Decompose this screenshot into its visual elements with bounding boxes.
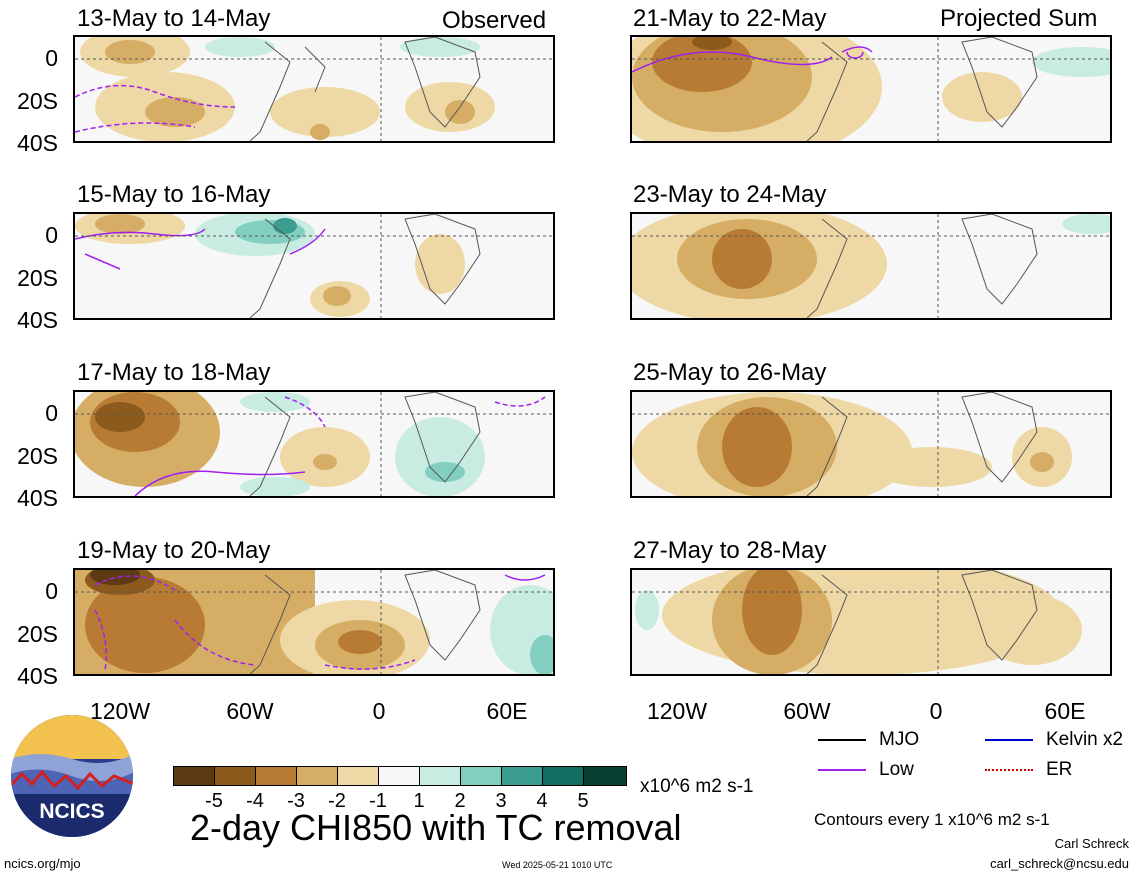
legend-swatch-er <box>985 769 1033 771</box>
legend-label: ER <box>1046 759 1073 780</box>
y-label: 40S <box>17 485 58 511</box>
map-panel-1 <box>73 35 555 143</box>
email: carl_schreck@ncsu.edu <box>990 856 1129 871</box>
anomaly-map <box>632 570 1110 674</box>
colorbar-box <box>214 766 257 786</box>
panel-title: 21-May to 22-May <box>633 5 827 32</box>
x-label: 60W <box>226 698 274 724</box>
panel-title: 23-May to 24-May <box>633 181 827 208</box>
anomaly-map <box>632 392 1110 496</box>
map-panel-8 <box>630 568 1112 676</box>
colorbar <box>173 766 627 786</box>
colorbar-label: 3 <box>495 790 507 812</box>
colorbar-box <box>460 766 503 786</box>
y-label: 20S <box>17 88 58 114</box>
legend-swatch-mjo <box>818 739 866 741</box>
legend-label: MJO <box>879 729 920 750</box>
colorbar-label: 1 <box>413 790 425 812</box>
panel-title: 15-May to 16-May <box>77 181 271 208</box>
y-label: 40S <box>17 663 58 689</box>
colorbar-box <box>378 766 421 786</box>
map-panel-4 <box>73 568 555 676</box>
x-label: 60W <box>783 698 831 724</box>
y-label: 0 <box>45 578 58 604</box>
legend-swatch-kelvin <box>985 739 1033 741</box>
panel-title: 25-May to 26-May <box>633 359 827 386</box>
author: Carl Schreck <box>1054 836 1129 851</box>
x-label: 120W <box>89 698 151 724</box>
colorbar-label: 2 <box>454 790 466 812</box>
anomaly-map <box>75 392 553 496</box>
colorbar-label: -4 <box>246 790 264 812</box>
observed-header: Observed <box>442 7 547 34</box>
projected-header: Projected Sum <box>940 5 1098 32</box>
x-label: 0 <box>372 698 386 724</box>
colorbar-label: -5 <box>205 790 223 812</box>
map-panel-2 <box>73 212 555 320</box>
panel-title: 13-May to 14-May <box>77 5 271 32</box>
legend-label: Low <box>879 759 914 780</box>
x-label: 120W <box>646 698 708 724</box>
colorbar-label: -2 <box>328 790 346 812</box>
colorbar-label: 4 <box>536 790 548 812</box>
map-panel-3 <box>73 390 555 498</box>
map-panel-6 <box>630 212 1112 320</box>
colorbar-label: -3 <box>287 790 305 812</box>
legend-label: Kelvin x2 <box>1046 729 1124 750</box>
map-panel-5 <box>630 35 1112 143</box>
colorbar-box <box>419 766 462 786</box>
legend-swatch-low <box>818 769 866 771</box>
y-label: 20S <box>17 621 58 647</box>
contour-note: Contours every 1 x10^6 m2 s-1 <box>814 810 1050 829</box>
colorbar-box <box>501 766 544 786</box>
y-label: 20S <box>17 265 58 291</box>
y-label: 0 <box>45 222 58 248</box>
colorbar-box <box>173 766 216 786</box>
colorbar-box <box>583 766 627 786</box>
x-label: 0 <box>929 698 943 724</box>
x-label: 60E <box>1044 698 1086 724</box>
colorbar-box <box>337 766 380 786</box>
main-title: 2-day CHI850 with TC removal <box>190 807 682 848</box>
anomaly-map <box>75 570 553 674</box>
colorbar-label: 5 <box>577 790 589 812</box>
panel-title: 17-May to 18-May <box>77 359 271 386</box>
colorbar-box <box>296 766 339 786</box>
ncics-logo: NCICS <box>10 714 134 838</box>
colorbar-box <box>542 766 585 786</box>
panel-title: 27-May to 28-May <box>633 537 827 564</box>
x-label: 60E <box>486 698 528 724</box>
y-label: 40S <box>17 307 58 333</box>
colorbar-box <box>255 766 298 786</box>
y-label: 20S <box>17 443 58 469</box>
y-label: 0 <box>45 45 58 71</box>
colorbar-units: x10^6 m2 s-1 <box>640 776 754 797</box>
y-label: 0 <box>45 400 58 426</box>
anomaly-map <box>632 214 1110 318</box>
panel-title: 19-May to 20-May <box>77 537 271 564</box>
colorbar-label: -1 <box>369 790 387 812</box>
map-panel-7 <box>630 390 1112 498</box>
logo-icon: NCICS <box>11 715 133 837</box>
anomaly-map <box>75 37 553 141</box>
anomaly-map <box>632 37 1110 141</box>
y-label: 40S <box>17 130 58 156</box>
logo-text: NCICS <box>39 800 104 823</box>
timestamp: Wed 2025-05-21 1010 UTC <box>502 860 613 870</box>
website: ncics.org/mjo <box>4 856 81 871</box>
anomaly-map <box>75 214 553 318</box>
